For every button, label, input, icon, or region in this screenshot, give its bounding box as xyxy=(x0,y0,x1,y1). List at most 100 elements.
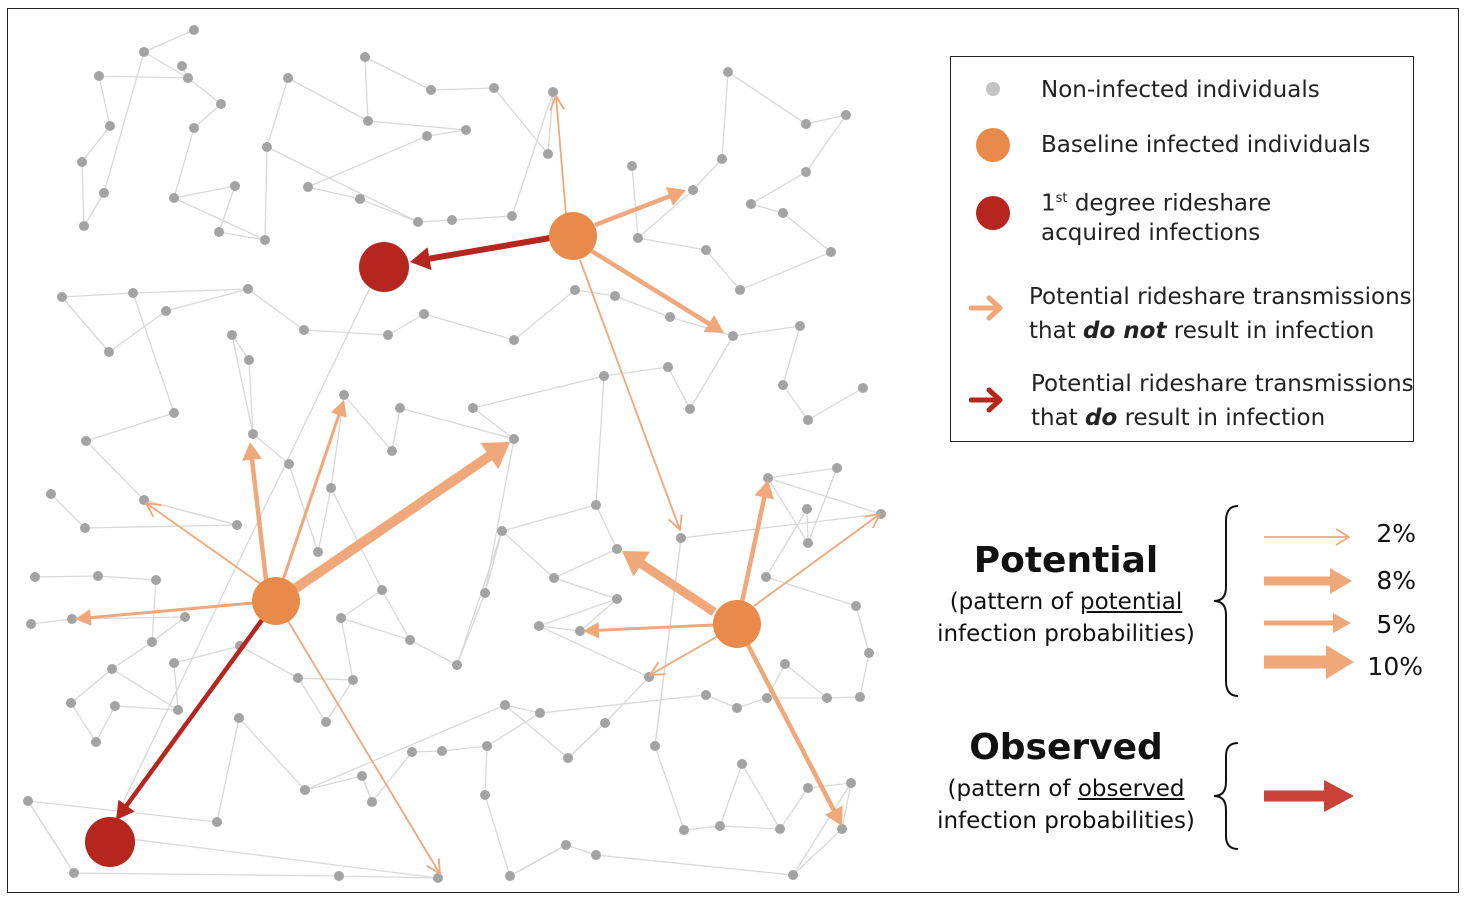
contact-edge xyxy=(451,215,513,221)
contact-edge xyxy=(338,875,439,879)
non-infected-node xyxy=(665,312,675,322)
non-infected-node xyxy=(299,325,309,335)
contact-edge xyxy=(371,751,413,803)
non-infected-node xyxy=(433,873,443,883)
contact-edge xyxy=(806,508,809,544)
non-infected-node xyxy=(173,705,183,715)
transmission-arrow xyxy=(293,442,510,593)
non-infected-node xyxy=(80,523,90,533)
non-infected-node xyxy=(348,675,358,685)
non-infected-node xyxy=(803,783,813,793)
contact-edge xyxy=(692,158,723,191)
non-infected-node xyxy=(339,390,349,400)
non-infected-node xyxy=(419,309,429,319)
contact-edge xyxy=(98,75,189,79)
non-infected-node xyxy=(262,142,272,152)
non-infected-node xyxy=(110,701,120,711)
transmission-arrow xyxy=(75,601,254,626)
first-degree-marker xyxy=(976,196,1010,230)
non-infected-node xyxy=(633,233,643,243)
red-arrow-icon xyxy=(969,387,1003,413)
contact-edge xyxy=(193,103,222,129)
contact-edge xyxy=(297,677,354,681)
contact-edge xyxy=(340,617,354,681)
non-infected-node xyxy=(650,741,660,751)
non-infected-node xyxy=(94,71,104,81)
baseline-infected-node xyxy=(252,577,300,625)
non-infected-node xyxy=(230,181,240,191)
contact-edge xyxy=(303,329,389,336)
contact-edge xyxy=(252,433,290,465)
contact-edge xyxy=(108,310,167,353)
legend-result-line2: that do result in infection xyxy=(1031,405,1326,431)
non-infected-node xyxy=(841,110,851,120)
non-infected-node xyxy=(355,194,365,204)
contact-edge xyxy=(239,645,299,679)
non-infected-node xyxy=(227,330,237,340)
non-infected-node xyxy=(293,673,303,683)
contact-edge xyxy=(340,617,411,641)
non-infected-node xyxy=(452,660,462,670)
non-infected-node xyxy=(801,119,811,129)
contact-edge xyxy=(417,219,453,223)
non-infected-node xyxy=(407,747,417,757)
non-infected-node xyxy=(575,626,585,636)
non-infected-node xyxy=(177,61,187,71)
contact-edge xyxy=(654,537,682,747)
contact-edge xyxy=(766,663,786,699)
non-infected-node xyxy=(321,717,331,727)
contact-edge xyxy=(287,77,369,122)
non-infected-node xyxy=(762,693,772,703)
legend-non-infected: Non-infected individuals xyxy=(1041,77,1320,103)
contact-edge xyxy=(511,91,554,217)
non-infected-node xyxy=(535,708,545,718)
contact-edge xyxy=(595,854,794,876)
observed-arrow-icon xyxy=(1264,780,1354,812)
non-infected-node xyxy=(803,538,813,548)
non-infected-node xyxy=(234,713,244,723)
non-infected-node xyxy=(482,741,492,751)
contact-network xyxy=(23,25,886,883)
contact-edge xyxy=(574,289,616,297)
contact-edge xyxy=(604,676,650,724)
contact-edge xyxy=(441,745,488,752)
contact-edge xyxy=(826,696,861,699)
contact-edge xyxy=(509,844,567,877)
non-infected-node xyxy=(232,520,242,530)
non-infected-node xyxy=(685,404,695,414)
transmission-arrow xyxy=(622,551,717,616)
contact-edge xyxy=(782,212,832,253)
non-infected-node xyxy=(612,544,622,554)
contact-edge xyxy=(767,477,882,515)
contact-edge xyxy=(719,763,743,827)
arrow-2pct xyxy=(1264,528,1350,546)
non-infected-node xyxy=(858,383,868,393)
transmission-arrow xyxy=(281,400,347,581)
legend-baseline: Baseline infected individuals xyxy=(1041,132,1371,158)
non-infected-node xyxy=(383,330,393,340)
non-infected-node xyxy=(679,825,689,835)
contact-edge xyxy=(855,605,870,654)
non-infected-node xyxy=(795,321,805,331)
contact-edge xyxy=(304,704,506,791)
contact-edge xyxy=(782,325,801,386)
non-infected-node xyxy=(169,408,179,418)
non-infected-node xyxy=(701,245,711,255)
contact-edge xyxy=(553,577,618,600)
non-infected-node xyxy=(46,489,56,499)
contact-edge xyxy=(97,575,157,581)
contact-edge xyxy=(264,146,268,241)
observed-subtitle-line2: infection probabilities) xyxy=(937,808,1195,834)
contact-edge xyxy=(732,325,801,337)
contact-edge xyxy=(841,782,852,830)
contact-edge xyxy=(173,127,195,199)
non-infected-node xyxy=(334,871,344,881)
contact-edge xyxy=(238,717,306,791)
non-infected-node xyxy=(802,504,812,514)
contact-edge xyxy=(288,463,319,553)
contact-edge xyxy=(792,782,852,876)
contact-edge xyxy=(330,487,383,591)
non-infected-node xyxy=(717,154,727,164)
non-infected-node xyxy=(104,347,114,357)
contact-edge xyxy=(111,641,153,670)
